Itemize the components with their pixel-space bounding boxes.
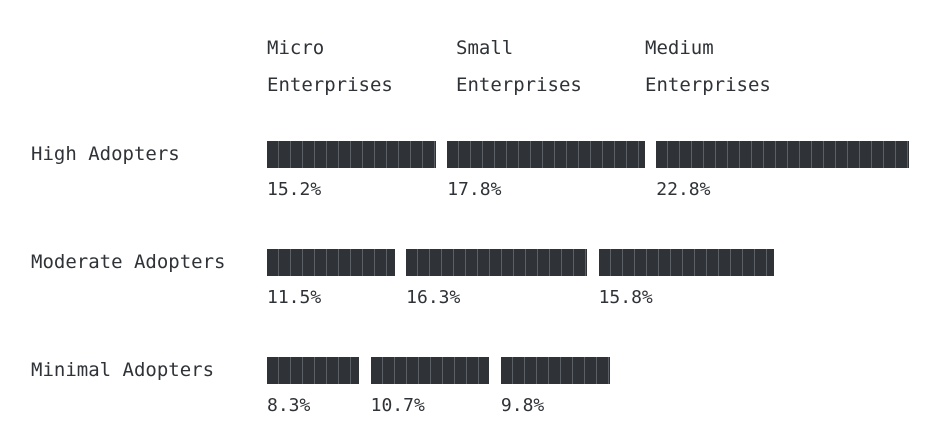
bar-high-medium [656,141,910,168]
bar-minimal-small [370,357,490,384]
bar-moderate-medium [598,249,774,276]
value-label-high-medium: 22.8% [656,179,711,200]
value-label-high-micro: 15.2% [267,179,322,200]
row-label-moderate: Moderate Adopters [31,251,226,273]
bar-minimal-medium [500,357,610,384]
bar-high-small [447,141,645,168]
bar-moderate-small [406,249,588,276]
value-label-minimal-small: 10.7% [370,395,425,416]
bar-high-micro [267,141,436,168]
row-label-high: High Adopters [31,143,180,165]
value-label-moderate-small: 16.3% [406,287,461,308]
bar-minimal-micro [267,357,360,384]
column-header-small: Small Enterprises [456,37,582,96]
column-header-medium: Medium Enterprises [645,37,771,96]
value-label-minimal-medium: 9.8% [500,395,545,416]
column-header-micro: Micro Enterprises [267,37,393,96]
value-label-high-small: 17.8% [447,179,502,200]
value-label-moderate-micro: 11.5% [267,287,322,308]
bar-moderate-micro [267,249,395,276]
row-label-minimal: Minimal Adopters [31,359,215,381]
value-label-minimal-micro: 8.3% [267,395,311,416]
value-label-moderate-medium: 15.8% [598,287,653,308]
